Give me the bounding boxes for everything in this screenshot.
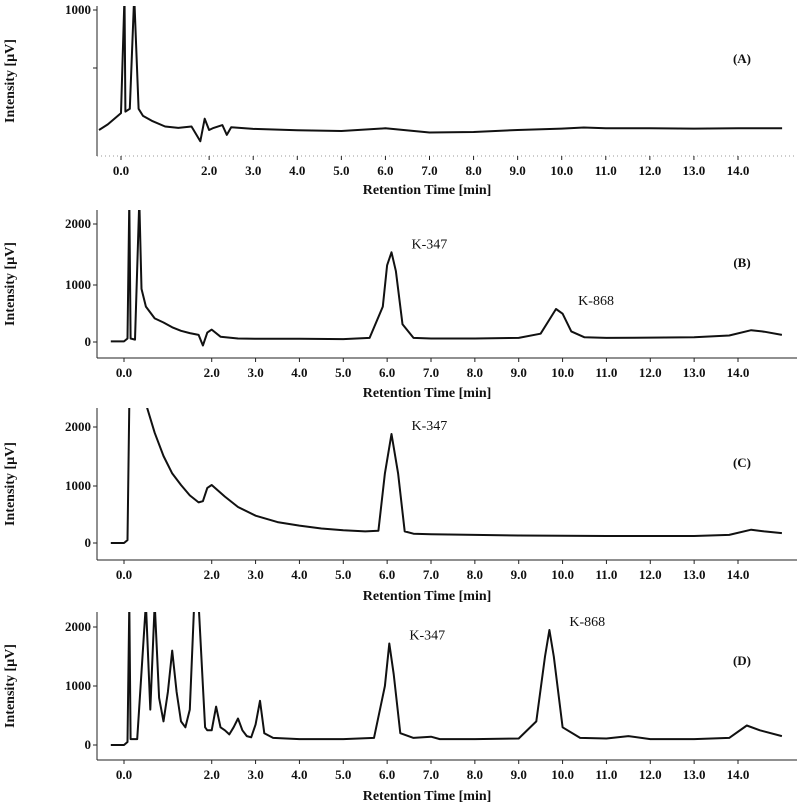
x-tick-label: 9.0 xyxy=(511,567,527,582)
x-tick-label: 11.0 xyxy=(595,163,617,178)
x-tick-label: 2.0 xyxy=(204,567,220,582)
y-tick-label: 1000 xyxy=(65,678,91,693)
x-tick-label: 2.0 xyxy=(204,767,220,782)
x-tick-label: 2.0 xyxy=(204,365,220,380)
panel-label: (D) xyxy=(733,653,751,668)
peak-label: K-347 xyxy=(409,629,445,644)
panel-label: (C) xyxy=(733,455,751,470)
y-tick-label: 2000 xyxy=(65,619,91,634)
x-tick-label: 11.0 xyxy=(595,767,617,782)
chart-panel-1: 0.0 2.0 3.0 4.0 5.0 6.0 7.0 8.0 9.0 10.0 11.0 12.0 1… xyxy=(3,2,797,198)
x-tick-label: 7.0 xyxy=(423,767,439,782)
x-tick-label: 0.0 xyxy=(116,567,132,582)
x-tick-label: 0.0 xyxy=(116,365,132,380)
x-tick-label: 14.0 xyxy=(727,767,750,782)
y-axis-title: Intensity [µV] xyxy=(3,442,18,526)
y-tick-label: 2000 xyxy=(65,419,91,434)
y-tick-label: 0 xyxy=(85,737,92,752)
x-tick-label: 13.0 xyxy=(683,163,706,178)
y-tick-label: 0 xyxy=(85,334,92,349)
x-tick-label: 9.0 xyxy=(510,163,526,178)
x-tick-label: 3.0 xyxy=(247,567,263,582)
x-tick-label: 4.0 xyxy=(291,567,307,582)
peak-label: K-347 xyxy=(412,419,448,434)
x-tick-label: 10.0 xyxy=(550,163,573,178)
x-tick-label: 3.0 xyxy=(247,365,263,380)
x-tick-label: 0.0 xyxy=(116,767,132,782)
x-tick-label: 2.0 xyxy=(201,163,217,178)
x-tick-label: 4.0 xyxy=(291,365,307,380)
panel-label: (A) xyxy=(733,51,751,66)
y-axis-title: Intensity [µV] xyxy=(3,39,18,123)
x-tick-label: 7.0 xyxy=(421,163,437,178)
x-tick-label: 13.0 xyxy=(683,567,706,582)
y-tick-label: 0 xyxy=(85,535,92,550)
x-tick-label: 13.0 xyxy=(683,767,706,782)
x-tick-label: 10.0 xyxy=(551,365,574,380)
x-tick-label: 3.0 xyxy=(247,767,263,782)
x-tick-label: 6.0 xyxy=(377,163,393,178)
x-tick-label: 8.0 xyxy=(467,567,483,582)
x-tick-label: 12.0 xyxy=(639,365,662,380)
panel-label: (B) xyxy=(733,255,750,270)
x-tick-label: 6.0 xyxy=(379,365,395,380)
peak-label: K-868 xyxy=(569,615,605,630)
x-tick-label: 8.0 xyxy=(467,365,483,380)
x-tick-label: 12.0 xyxy=(639,567,662,582)
chromatogram-trace xyxy=(110,210,783,347)
x-tick-label: 13.0 xyxy=(683,365,706,380)
y-axis-title: Intensity [µV] xyxy=(3,644,18,728)
y-tick-label: 1000 xyxy=(65,2,91,17)
chart-panel-4: 0.0 2.0 3.0 4.0 5.0 6.0 7.0 8.0 9.0 10.0 11.0 12.0 1… xyxy=(3,612,797,804)
x-tick-label: 14.0 xyxy=(727,365,750,380)
x-axis-title: Retention Time [min] xyxy=(363,183,492,198)
x-tick-label: 10.0 xyxy=(551,767,574,782)
x-tick-label: 9.0 xyxy=(511,365,527,380)
peak-label: K-868 xyxy=(578,294,614,309)
x-tick-label: 7.0 xyxy=(423,567,439,582)
x-tick-label: 8.0 xyxy=(467,767,483,782)
x-tick-label: 5.0 xyxy=(335,365,351,380)
chromatogram-trace xyxy=(98,6,783,143)
chromatogram-trace xyxy=(110,612,783,746)
x-tick-label: 6.0 xyxy=(379,767,395,782)
chromatogram-trace xyxy=(110,408,782,544)
x-tick-label: 4.0 xyxy=(289,163,305,178)
x-tick-label: 11.0 xyxy=(595,567,617,582)
x-tick-label: 14.0 xyxy=(727,163,750,178)
x-tick-label: 12.0 xyxy=(638,163,661,178)
y-axis-title: Intensity [µV] xyxy=(3,242,18,326)
x-tick-label: 10.0 xyxy=(551,567,574,582)
x-axis-title: Retention Time [min] xyxy=(363,386,492,401)
chart-panel-3: 0.0 2.0 3.0 4.0 5.0 6.0 7.0 8.0 9.0 10.0 11.0 12.0 1… xyxy=(3,408,797,604)
x-tick-label: 5.0 xyxy=(335,767,351,782)
x-tick-label: 5.0 xyxy=(335,567,351,582)
x-tick-label: 6.0 xyxy=(379,567,395,582)
peak-label: K-347 xyxy=(412,237,448,252)
chart-panel-2: 0.0 2.0 3.0 4.0 5.0 6.0 7.0 8.0 9.0 10.0 11.0 12.0 1… xyxy=(3,210,797,401)
x-tick-label: 3.0 xyxy=(245,163,261,178)
x-tick-label: 12.0 xyxy=(639,767,662,782)
x-tick-label: 14.0 xyxy=(727,567,750,582)
x-tick-label: 4.0 xyxy=(291,767,307,782)
y-tick-label: 1000 xyxy=(65,478,91,493)
x-axis-title: Retention Time [min] xyxy=(363,789,492,804)
x-tick-label: 9.0 xyxy=(511,767,527,782)
y-tick-label: 2000 xyxy=(65,216,91,231)
x-tick-label: 7.0 xyxy=(423,365,439,380)
x-tick-label: 0.0 xyxy=(113,163,129,178)
x-axis-title: Retention Time [min] xyxy=(363,589,492,604)
x-tick-label: 5.0 xyxy=(333,163,349,178)
y-tick-label: 1000 xyxy=(65,277,91,292)
x-tick-label: 11.0 xyxy=(595,365,617,380)
x-tick-label: 8.0 xyxy=(465,163,481,178)
